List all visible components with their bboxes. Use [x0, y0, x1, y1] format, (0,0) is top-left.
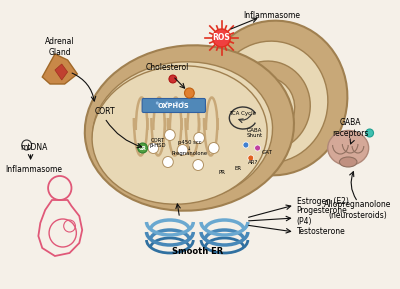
FancyArrowPatch shape	[239, 114, 251, 123]
Text: GABA
receptors: GABA receptors	[332, 118, 368, 138]
Ellipse shape	[236, 77, 295, 139]
Polygon shape	[42, 54, 77, 84]
Ellipse shape	[85, 45, 294, 211]
Circle shape	[213, 29, 230, 47]
Ellipse shape	[92, 62, 272, 202]
Circle shape	[243, 142, 249, 148]
Circle shape	[148, 142, 159, 153]
Circle shape	[366, 129, 374, 137]
Text: Allopregnanolone
(neurosteroids): Allopregnanolone (neurosteroids)	[324, 200, 392, 220]
Circle shape	[193, 160, 204, 171]
Circle shape	[208, 142, 219, 153]
Text: p450 scc
↓
Pregnanolone: p450 scc ↓ Pregnanolone	[171, 140, 208, 156]
Text: CORT: CORT	[94, 108, 115, 116]
Ellipse shape	[92, 66, 267, 204]
Text: Adrenal
Gland: Adrenal Gland	[45, 37, 75, 57]
Circle shape	[177, 144, 188, 155]
Ellipse shape	[201, 21, 347, 175]
Circle shape	[165, 101, 169, 105]
Ellipse shape	[328, 131, 369, 166]
Text: Inflammasome: Inflammasome	[5, 166, 62, 175]
Circle shape	[181, 101, 184, 105]
Text: GR: GR	[139, 145, 146, 151]
Text: OXPHOS: OXPHOS	[158, 103, 190, 109]
Text: ER: ER	[234, 166, 242, 171]
Circle shape	[155, 101, 159, 105]
Text: mtDNA: mtDNA	[20, 144, 47, 153]
Circle shape	[248, 155, 254, 161]
Text: PR: PR	[218, 170, 225, 175]
Text: Estrogen (E2): Estrogen (E2)	[296, 197, 348, 207]
FancyBboxPatch shape	[142, 99, 206, 112]
Text: GABA
Shunt: GABA Shunt	[246, 128, 263, 138]
Text: Cholesterol: Cholesterol	[145, 64, 189, 73]
Text: Smooth ER: Smooth ER	[172, 247, 223, 257]
Circle shape	[194, 132, 204, 144]
Circle shape	[184, 88, 194, 98]
Ellipse shape	[213, 41, 328, 163]
Text: Inflammasome: Inflammasome	[244, 10, 301, 19]
Circle shape	[162, 157, 173, 168]
Circle shape	[164, 129, 175, 140]
Text: Testosterone: Testosterone	[296, 227, 345, 236]
Text: AR?: AR?	[248, 160, 258, 164]
Circle shape	[255, 145, 260, 151]
Ellipse shape	[340, 157, 357, 167]
Text: TCA Cycle: TCA Cycle	[230, 110, 256, 116]
Ellipse shape	[224, 61, 310, 151]
Circle shape	[138, 143, 148, 153]
Text: Progesterone
(P4): Progesterone (P4)	[296, 206, 347, 226]
Text: CORT
β-HSD: CORT β-HSD	[150, 138, 166, 148]
Circle shape	[169, 75, 177, 83]
Circle shape	[175, 101, 179, 105]
Polygon shape	[55, 64, 68, 80]
Text: ROS: ROS	[213, 34, 230, 42]
Text: GAT: GAT	[262, 149, 273, 155]
Ellipse shape	[249, 92, 280, 127]
